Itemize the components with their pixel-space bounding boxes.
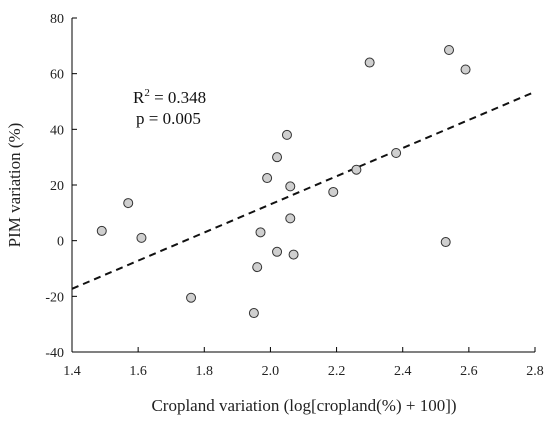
data-point xyxy=(440,237,451,248)
data-point xyxy=(136,232,147,243)
y-tick-label: 20 xyxy=(50,179,64,194)
x-tick-label: 2.6 xyxy=(460,364,478,379)
y-ticks: -40 -20 0 20 40 60 80 xyxy=(45,12,77,361)
x-tick-label: 2.8 xyxy=(526,364,544,379)
data-point xyxy=(272,246,283,257)
data-points xyxy=(96,45,471,319)
x-ticks: 1.4 1.6 1.8 2.0 2.2 2.4 2.6 2.8 xyxy=(63,347,544,379)
y-tick-label: -40 xyxy=(45,346,64,361)
x-tick-label: 1.4 xyxy=(63,364,81,379)
y-tick-label: 40 xyxy=(50,123,64,138)
x-tick-label: 2.2 xyxy=(328,364,346,379)
data-point xyxy=(288,249,299,260)
x-tick-label: 1.8 xyxy=(196,364,214,379)
r-squared-base: R xyxy=(133,88,145,107)
data-point xyxy=(252,262,263,273)
data-point xyxy=(364,57,375,68)
y-tick-label: -20 xyxy=(45,290,64,305)
data-point xyxy=(460,64,471,75)
r-squared-superscript: 2 xyxy=(144,87,150,99)
data-point xyxy=(123,198,134,209)
data-point xyxy=(351,164,362,175)
x-tick-label: 2.4 xyxy=(394,364,412,379)
x-tick-label: 2.0 xyxy=(262,364,280,379)
data-point xyxy=(186,292,197,303)
x-axis-title: Cropland variation (log[cropland(%) + 10… xyxy=(151,396,456,415)
p-value-annotation: p = 0.005 xyxy=(136,109,201,128)
data-point xyxy=(272,152,283,163)
data-point xyxy=(96,225,107,236)
data-point xyxy=(391,147,402,158)
y-axis-title: PIM variation (%) xyxy=(5,123,24,248)
r-squared-value: = 0.348 xyxy=(150,88,206,107)
x-tick-label: 1.6 xyxy=(129,364,147,379)
data-point xyxy=(285,213,296,224)
y-tick-label: 80 xyxy=(50,12,64,27)
data-point xyxy=(328,186,339,197)
data-point xyxy=(285,181,296,192)
data-point xyxy=(281,129,292,140)
y-tick-label: 60 xyxy=(50,68,64,83)
data-point xyxy=(444,45,455,56)
data-point xyxy=(248,308,259,319)
data-point xyxy=(262,173,273,184)
r-squared-annotation: R2 = 0.348 xyxy=(133,87,206,107)
data-point xyxy=(255,227,266,238)
y-tick-label: 0 xyxy=(57,235,64,250)
